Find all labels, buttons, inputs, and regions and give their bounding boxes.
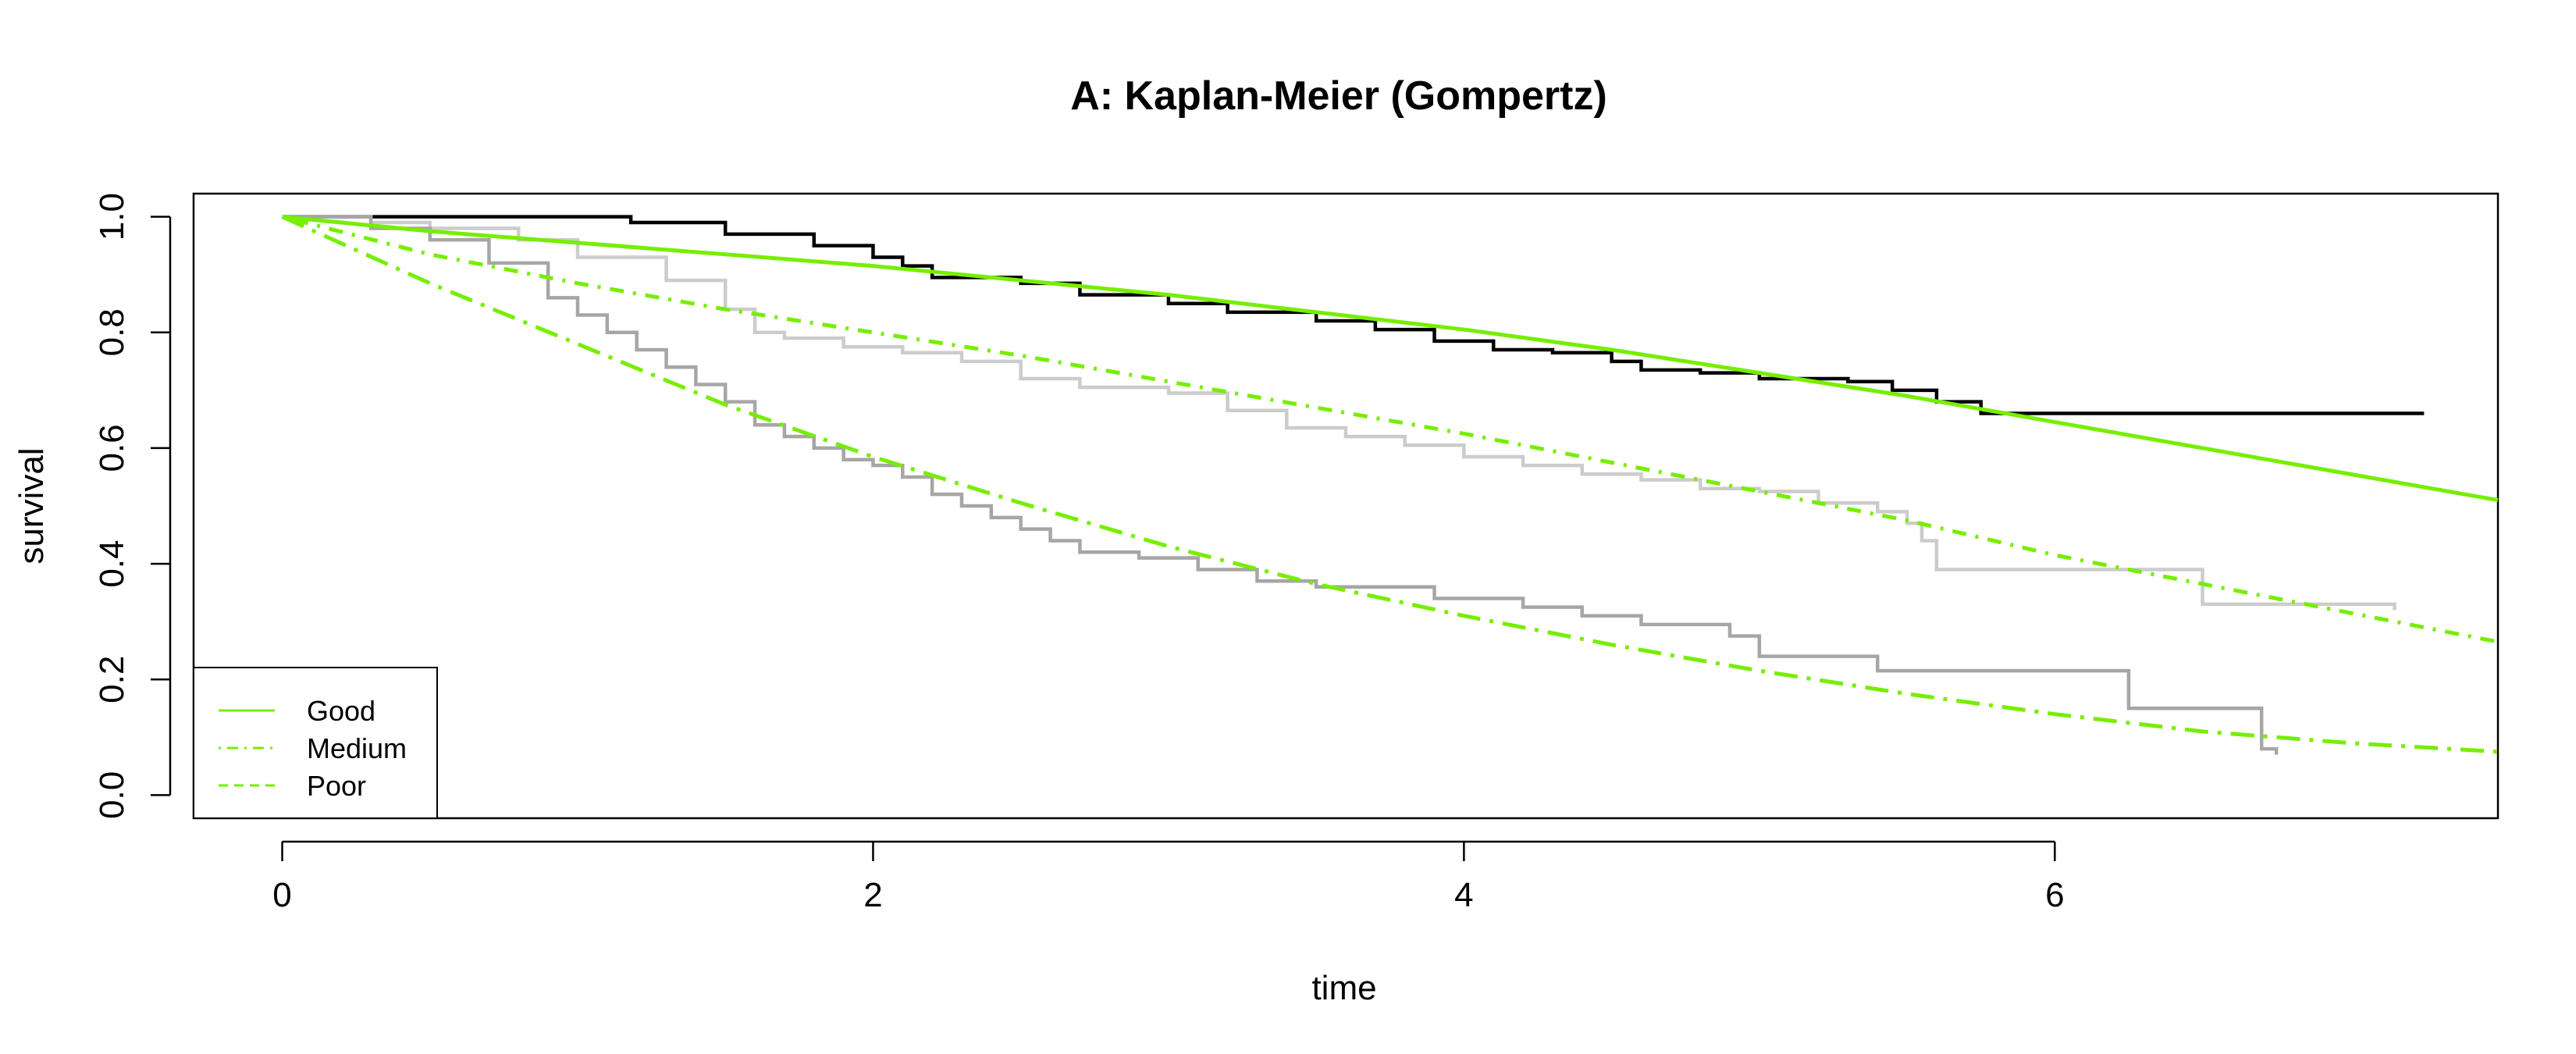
fit-line-poor: [281, 215, 2499, 754]
km-line-medium: [282, 215, 2396, 611]
y-tick-label: 1.0: [93, 193, 131, 240]
y-tick-label: 0.8: [93, 308, 131, 356]
legend-label-medium: Medium: [307, 732, 407, 764]
x-tick-label: 2: [863, 876, 882, 914]
y-tick-label: 0.0: [93, 771, 131, 819]
y-tick-label: 0.2: [93, 656, 131, 703]
y-axis-label: survival: [12, 447, 51, 564]
x-axis-label: time: [1311, 969, 1376, 1007]
legend-label-poor: Poor: [307, 770, 366, 802]
x-tick-label: 4: [1454, 876, 1473, 914]
legend-label-good: Good: [307, 695, 375, 727]
y-tick-label: 0.6: [93, 424, 131, 472]
plot-frame: [192, 192, 2500, 820]
fit-line-medium: [281, 215, 2499, 644]
legend-box: [193, 667, 438, 819]
x-tick-label: 6: [2045, 876, 2064, 914]
x-axis: 0 2 4 6: [272, 840, 2065, 914]
legend: Good Medium Poor: [193, 667, 438, 819]
x-tick-label: 0: [272, 876, 291, 914]
y-axis: 0.0 0.2 0.4 0.6 0.8 1.0: [93, 193, 172, 819]
fit-line-good: [282, 215, 2499, 503]
km-step-lines: [282, 215, 2425, 755]
chart-title: A: Kaplan-Meier (Gompertz): [1070, 73, 1607, 119]
y-tick-label: 0.4: [93, 539, 131, 587]
km-line-poor: [282, 215, 2279, 755]
fitted-curves: [281, 215, 2499, 754]
